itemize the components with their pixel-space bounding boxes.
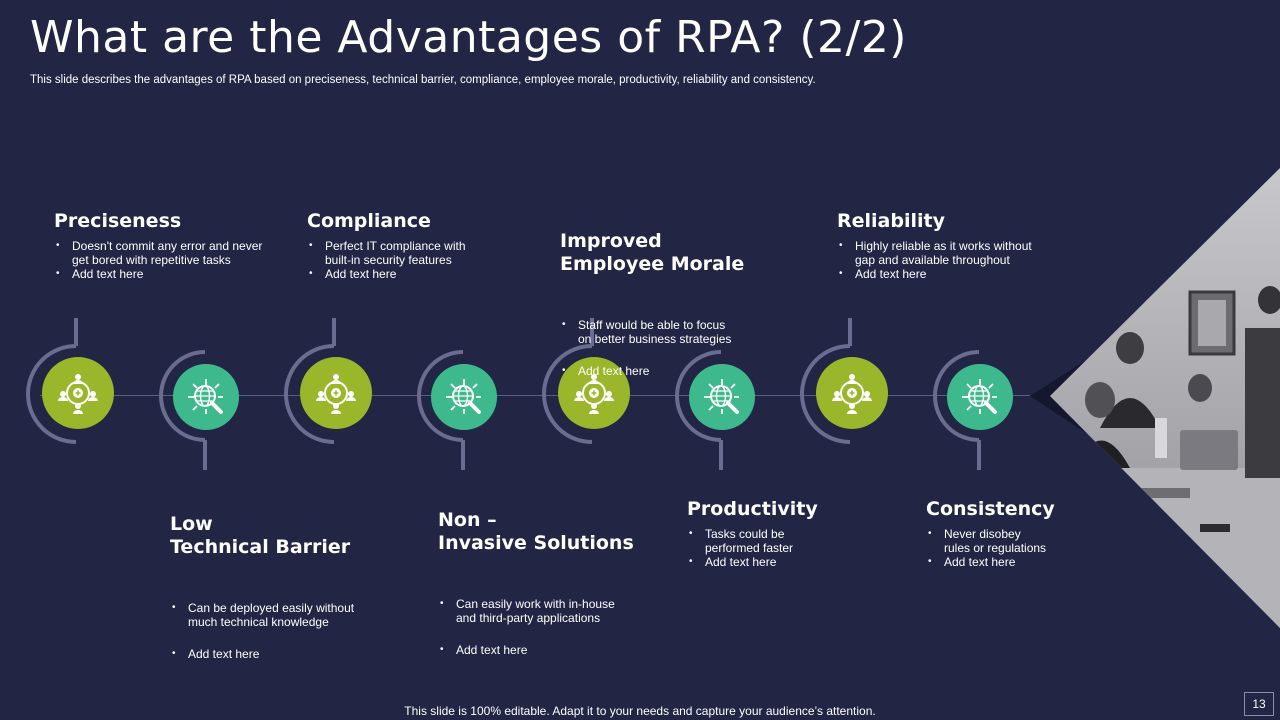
advantage-preciseness: Preciseness Doesn't commit any error and… — [54, 210, 304, 281]
arc-top-2 — [284, 344, 335, 444]
bullet: Add text here — [172, 647, 420, 661]
arc-bottom-1 — [159, 350, 206, 442]
arc-top-4 — [800, 344, 851, 444]
advantage-employee-morale: Improved Employee Morale Staff would be … — [560, 212, 810, 414]
bullet: Never disobey rules or regulations — [928, 527, 1176, 555]
people-network-icon — [816, 357, 888, 429]
globe-search-icon — [173, 364, 239, 430]
bullet: Highly reliable as it works without gap … — [839, 239, 1087, 267]
arc-top-1 — [26, 344, 77, 444]
bullet: Can be deployed easily without much tech… — [172, 601, 420, 629]
bullet: Doesn't commit any error and never get b… — [56, 239, 304, 267]
advantage-consistency: Consistency Never disobey rules or regul… — [926, 498, 1176, 569]
advantage-compliance: Compliance Perfect IT compliance with bu… — [307, 210, 557, 281]
slide-title: What are the Advantages of RPA? (2/2) — [30, 12, 907, 63]
advantage-title: Low Technical Barrier — [170, 513, 351, 558]
bullet: Add text here — [839, 267, 1087, 281]
bullet: Add text here — [56, 267, 304, 281]
advantage-technical-barrier: Low Technical Barrier Can be deployed ea… — [170, 495, 420, 697]
advantage-title: Non – Invasive Solutions — [438, 509, 634, 554]
page-number: 13 — [1244, 692, 1274, 716]
arc-bottom-4 — [933, 350, 980, 442]
advantage-title: Reliability — [837, 210, 945, 232]
bullet: Add text here — [689, 555, 937, 569]
advantage-title: Productivity — [687, 498, 818, 520]
advantage-title: Improved Employee Morale — [560, 230, 745, 275]
arc-top-3 — [542, 344, 593, 444]
timeline-line — [40, 395, 1030, 396]
bullet: Add text here — [928, 555, 1176, 569]
bullet: Perfect IT compliance with built-in secu… — [309, 239, 557, 267]
advantage-productivity: Productivity Tasks could be performed fa… — [687, 498, 937, 569]
people-network-icon — [300, 357, 372, 429]
people-network-icon — [42, 357, 114, 429]
slide-subtitle: This slide describes the advantages of R… — [30, 74, 816, 86]
advantage-title: Consistency — [926, 498, 1055, 520]
advantage-title: Preciseness — [54, 210, 182, 232]
advantage-reliability: Reliability Highly reliable as it works … — [837, 210, 1087, 281]
team-photo — [1030, 168, 1280, 628]
bullet: Add text here — [562, 364, 810, 378]
globe-search-icon — [947, 364, 1013, 430]
advantage-title: Compliance — [307, 210, 431, 232]
arc-bottom-3 — [675, 350, 722, 442]
advantage-non-invasive: Non – Invasive Solutions Can easily work… — [438, 491, 688, 693]
bullet: Staff would be able to focus on better b… — [562, 318, 810, 346]
globe-search-icon — [431, 364, 497, 430]
bullet: Tasks could be performed faster — [689, 527, 937, 555]
bullet: Add text here — [440, 643, 688, 657]
bullet: Add text here — [309, 267, 557, 281]
bullet: Can easily work with in-house and third-… — [440, 597, 688, 625]
footer-note: This slide is 100% editable. Adapt it to… — [404, 704, 876, 718]
arc-bottom-2 — [417, 350, 464, 442]
